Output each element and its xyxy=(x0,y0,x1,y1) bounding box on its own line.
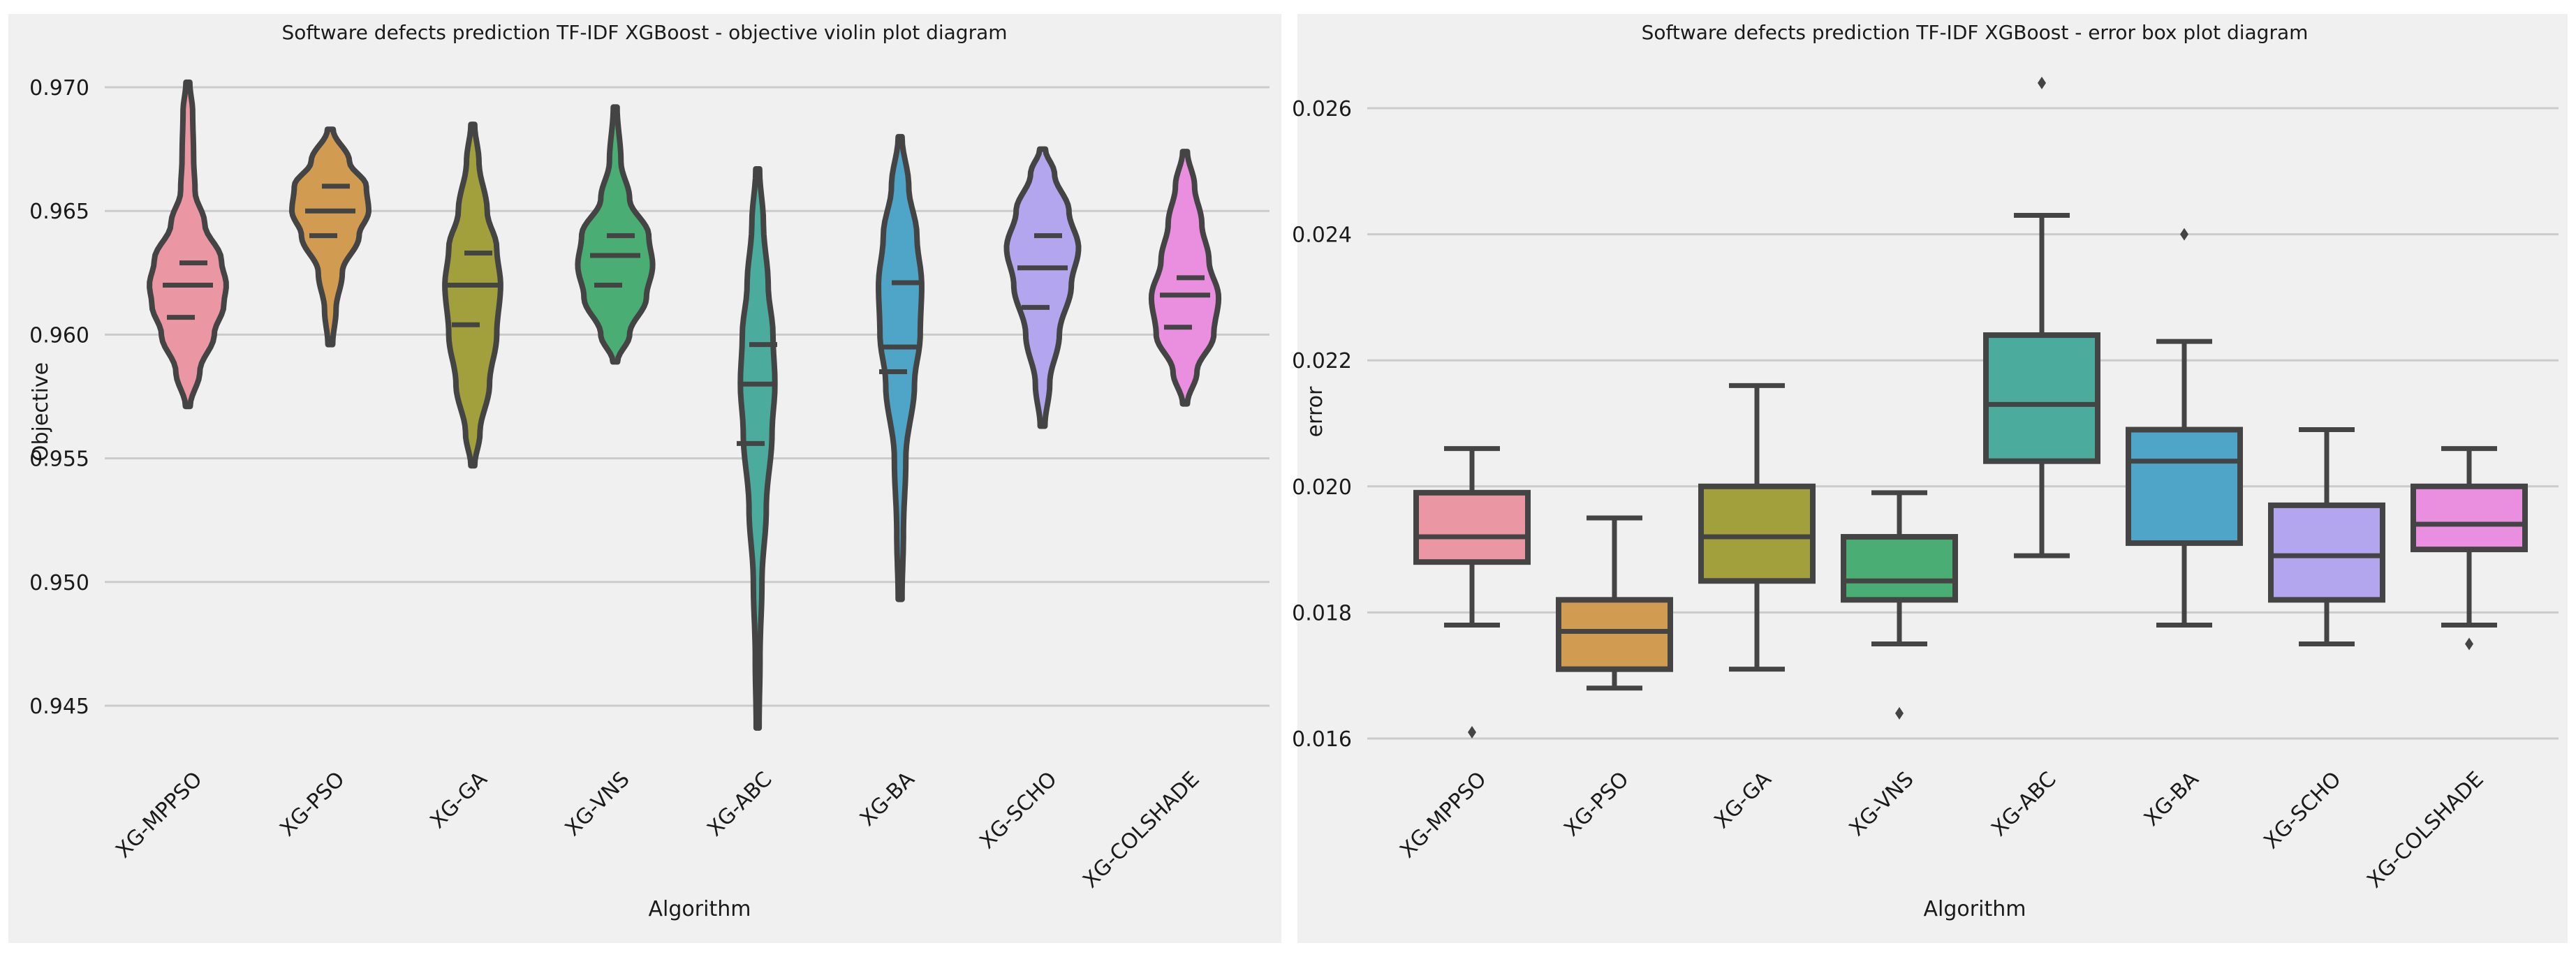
violin-y-tick-label: 0.945 xyxy=(29,695,89,719)
violin-xg-mppso xyxy=(147,79,229,410)
box-y-tick-label: 0.016 xyxy=(1292,727,1352,752)
box-xg-abc xyxy=(1983,76,2100,558)
box-iqr xyxy=(1698,483,1816,584)
violin-y-tick-label: 0.965 xyxy=(29,200,89,224)
violin-plot-area xyxy=(8,14,1281,943)
violin-xg-abc xyxy=(737,165,778,731)
box-y-tick-label: 0.020 xyxy=(1292,475,1352,500)
box-plot-area xyxy=(1297,14,2568,943)
violin-y-tick-labels: 0.945 0.950 0.955 0.960 0.965 0.970 xyxy=(29,76,89,719)
box-xg-ba xyxy=(2126,228,2243,628)
box-outlier xyxy=(2180,228,2188,241)
box-y-tick-label: 0.018 xyxy=(1292,601,1352,625)
violin-xg-scho xyxy=(1003,146,1082,429)
box-iqr xyxy=(2411,483,2528,553)
box-outlier xyxy=(1895,706,1904,720)
violin-y-tick-label: 0.950 xyxy=(29,571,89,595)
box-title: Software defects prediction TF-IDF XGBoo… xyxy=(1642,21,2309,44)
box-iqr xyxy=(2126,426,2243,547)
violin-y-axis-label: Objective xyxy=(29,362,53,461)
box-outlier xyxy=(2465,637,2473,651)
box-iqr xyxy=(1413,489,1531,565)
box-xg-pso xyxy=(1556,515,1673,691)
violin-x-axis-label: Algorithm xyxy=(649,897,751,921)
violin-y-tick-label: 0.955 xyxy=(29,447,89,472)
box-outlier xyxy=(1468,725,1476,739)
violin-xg-ba xyxy=(876,133,925,602)
box-marks xyxy=(1413,76,2528,739)
box-y-tick-labels: 0.016 0.018 0.020 0.022 0.024 0.026 xyxy=(1292,97,1352,752)
violin-gridlines xyxy=(105,86,1269,707)
box-xg-mppso xyxy=(1413,446,1531,739)
box-xg-colshade xyxy=(2411,446,2528,651)
violin-y-tick-label: 0.960 xyxy=(29,323,89,348)
box-y-tick-label: 0.022 xyxy=(1292,349,1352,373)
box-iqr xyxy=(1841,534,1958,603)
box-xg-scho xyxy=(2268,427,2385,647)
box-outlier xyxy=(2038,76,2046,89)
box-iqr xyxy=(1983,332,2100,464)
box-iqr xyxy=(1556,597,1673,672)
violin-title: Software defects prediction TF-IDF XGBoo… xyxy=(281,21,1007,44)
box-y-tick-label: 0.026 xyxy=(1292,97,1352,121)
violin-marks xyxy=(147,79,1222,731)
box-xg-ga xyxy=(1698,383,1816,672)
box-iqr xyxy=(2268,502,2385,603)
box-y-tick-label: 0.024 xyxy=(1292,223,1352,248)
violin-xg-ga xyxy=(442,121,503,469)
violin-y-tick-label: 0.970 xyxy=(29,76,89,101)
box-xg-vns xyxy=(1841,490,1958,720)
box-x-axis-label: Algorithm xyxy=(1924,897,2026,921)
box-y-axis-label: error xyxy=(1303,386,1327,437)
